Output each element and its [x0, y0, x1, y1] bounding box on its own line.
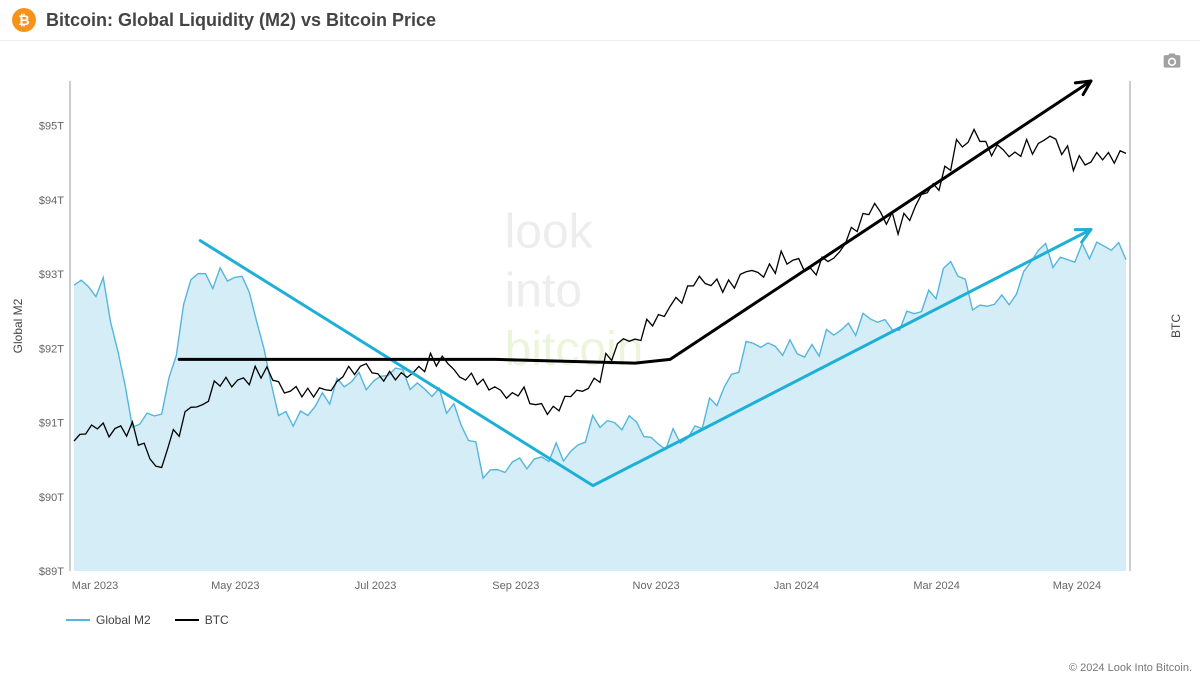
svg-text:BTC: BTC: [1169, 314, 1183, 338]
svg-text:Global M2: Global M2: [11, 298, 25, 353]
svg-text:bitcoin: bitcoin: [505, 323, 644, 376]
legend-swatch-btc: [175, 619, 199, 621]
svg-text:Jan 2024: Jan 2024: [774, 580, 819, 592]
header: Bitcoin: Global Liquidity (M2) vs Bitcoi…: [0, 0, 1200, 41]
svg-text:May 2024: May 2024: [1053, 580, 1101, 592]
svg-text:$93T: $93T: [39, 269, 64, 281]
svg-text:look: look: [505, 206, 594, 259]
download-png-icon[interactable]: [1162, 51, 1182, 71]
page-title: Bitcoin: Global Liquidity (M2) vs Bitcoi…: [46, 10, 436, 31]
svg-text:$89T: $89T: [39, 566, 64, 578]
svg-text:$95T: $95T: [39, 121, 64, 133]
btc-logo-icon: [12, 8, 36, 32]
legend-swatch-m2: [66, 619, 90, 621]
svg-text:Mar 2024: Mar 2024: [913, 580, 959, 592]
svg-text:$92T: $92T: [39, 343, 64, 355]
svg-text:Sep 2023: Sep 2023: [492, 580, 539, 592]
svg-text:May 2023: May 2023: [211, 580, 259, 592]
svg-text:Mar 2023: Mar 2023: [72, 580, 118, 592]
svg-text:Nov 2023: Nov 2023: [633, 580, 680, 592]
legend-label-m2: Global M2: [96, 613, 151, 627]
svg-text:$90T: $90T: [39, 492, 64, 504]
legend-label-btc: BTC: [205, 613, 229, 627]
chart-area: lookinto bitcoin $89T $90T $91T $92T $93T $94T $…: [0, 41, 1200, 631]
svg-text:Jul 2023: Jul 2023: [355, 580, 397, 592]
legend-item-btc[interactable]: BTC: [175, 613, 229, 627]
legend-item-m2[interactable]: Global M2: [66, 613, 151, 627]
copyright-text: © 2024 Look Into Bitcoin.: [1069, 662, 1192, 674]
legend: Global M2 BTC: [4, 611, 1196, 627]
svg-text:$91T: $91T: [39, 418, 64, 430]
line-chart: lookinto bitcoin $89T $90T $91T $92T $93T $94T $…: [4, 51, 1196, 611]
svg-text:into: into: [505, 264, 582, 317]
svg-text:$94T: $94T: [39, 195, 64, 207]
